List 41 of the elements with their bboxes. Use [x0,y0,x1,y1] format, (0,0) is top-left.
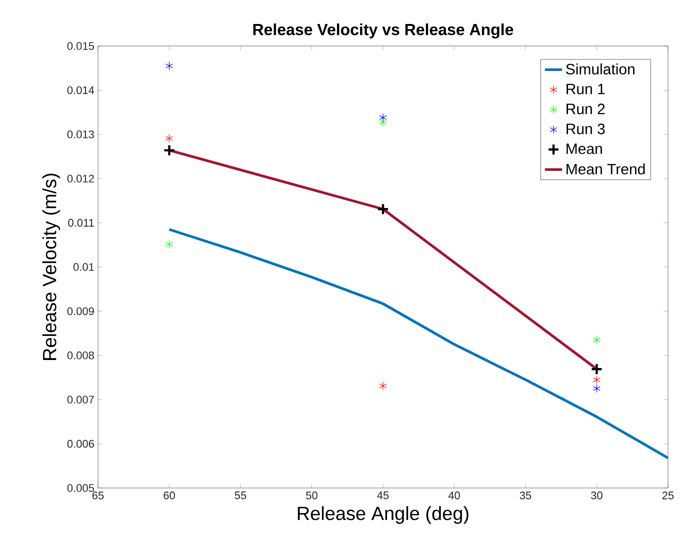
point [592,384,601,393]
point [165,240,174,249]
y-tick-label: 0.008 [67,352,94,360]
y-tick-label: 0.012 [67,174,94,182]
legend-label: Simulation [566,63,634,74]
x-tick-label: 35 [520,492,532,500]
legend-label: Run 2 [566,104,605,114]
point [592,336,601,344]
x-tick-label: 65 [92,492,104,500]
x-tick-label: 50 [306,492,318,500]
point [163,144,176,156]
point [376,202,390,216]
x-tick-label: 55 [234,492,246,500]
y-tick-label: 0.015 [67,42,94,50]
x-axis-title: Release Angle (deg) [298,506,468,524]
x-tick-label: 25 [662,492,674,500]
y-axis-title: Release Velocity (m/s) [42,174,60,360]
line-series [168,228,668,460]
y-tick-label: 0.007 [67,396,94,404]
legend-label: Run 3 [566,124,605,134]
y-tick-label: 0.011 [68,218,94,227]
x-tick-label: 30 [591,492,602,500]
chart-title: Release Velocity vs Release Angle [253,23,514,38]
x-tick-label: 40 [448,492,460,500]
point [165,134,174,143]
point [590,363,603,376]
point [379,382,387,390]
y-tick-label: 0.014 [67,86,94,94]
y-tick-label: 0.009 [67,307,94,316]
point [592,375,601,384]
y-tick-label: 0.013 [67,130,94,138]
point [379,113,387,122]
x-tick-label: 60 [164,492,175,500]
y-tick-label: 0.006 [67,440,94,448]
y-tick-label: 0.005 [67,484,94,492]
legend-label: Run 1 [566,84,605,94]
x-tick-label: 45 [377,492,389,500]
legend-label: Mean [566,144,602,154]
point [165,62,174,70]
y-tick-label: 0.01 [73,263,94,271]
legend-label: Mean Trend [566,163,645,174]
